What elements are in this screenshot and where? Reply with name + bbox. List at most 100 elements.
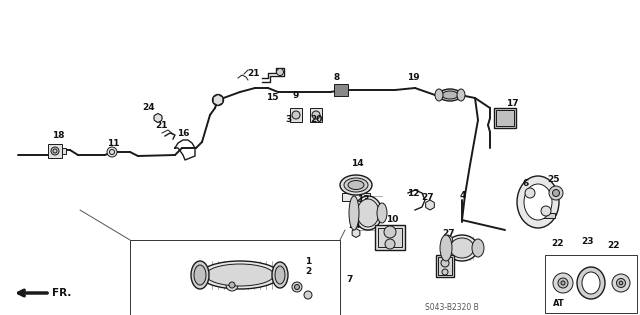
Text: 1: 1 [305, 257, 311, 266]
Circle shape [292, 282, 302, 292]
Polygon shape [213, 94, 223, 106]
Polygon shape [426, 200, 435, 210]
Text: 9: 9 [293, 90, 299, 100]
Bar [438, 257, 452, 275]
Text: 13: 13 [356, 196, 369, 204]
Circle shape [226, 279, 238, 291]
Text: S043-B2320 B: S043-B2320 B [425, 302, 479, 312]
Text: 22: 22 [608, 240, 620, 249]
Circle shape [549, 186, 563, 200]
Polygon shape [154, 113, 162, 123]
Circle shape [312, 111, 320, 119]
Ellipse shape [377, 203, 387, 223]
Bar [436, 255, 454, 277]
Circle shape [107, 147, 117, 157]
Ellipse shape [440, 235, 452, 261]
Text: 3: 3 [285, 116, 291, 124]
Ellipse shape [275, 266, 285, 284]
Text: 7: 7 [347, 276, 353, 284]
Circle shape [292, 111, 300, 119]
Bar [375, 225, 405, 250]
Circle shape [444, 236, 452, 244]
Bar [533, 213, 538, 218]
Bar [334, 84, 348, 96]
Text: 21: 21 [156, 121, 168, 129]
Ellipse shape [206, 264, 274, 286]
Text: 18: 18 [52, 131, 64, 140]
Ellipse shape [348, 180, 364, 190]
Ellipse shape [340, 175, 372, 195]
Circle shape [156, 116, 160, 120]
Ellipse shape [354, 196, 382, 230]
Circle shape [552, 190, 559, 197]
Ellipse shape [450, 238, 474, 258]
Text: 6: 6 [523, 179, 529, 187]
Text: FR.: FR. [52, 288, 72, 298]
Ellipse shape [344, 178, 368, 192]
Polygon shape [444, 235, 452, 245]
Text: 16: 16 [177, 129, 189, 138]
Ellipse shape [472, 239, 484, 257]
Text: 24: 24 [349, 220, 362, 230]
Bar [342, 193, 370, 201]
Text: 12: 12 [407, 188, 419, 198]
Circle shape [384, 226, 396, 238]
Circle shape [353, 230, 360, 237]
Circle shape [620, 281, 623, 285]
Ellipse shape [457, 89, 465, 101]
Circle shape [304, 291, 312, 299]
Text: 14: 14 [351, 158, 364, 168]
Bar [496, 110, 514, 126]
Text: 23: 23 [580, 237, 593, 245]
Ellipse shape [200, 261, 280, 289]
Text: 15: 15 [266, 93, 278, 101]
Text: 11: 11 [107, 139, 119, 147]
Text: 25: 25 [547, 175, 559, 185]
Ellipse shape [442, 91, 458, 99]
Circle shape [442, 269, 448, 275]
Bar [310, 108, 322, 122]
Text: 2: 2 [305, 266, 311, 276]
Circle shape [294, 284, 300, 289]
Circle shape [385, 239, 395, 249]
Ellipse shape [435, 89, 443, 101]
Text: 27: 27 [443, 230, 455, 238]
Ellipse shape [357, 199, 379, 227]
Circle shape [561, 281, 565, 285]
Text: 20: 20 [310, 116, 322, 124]
Bar [62, 148, 66, 154]
Circle shape [616, 278, 625, 288]
Ellipse shape [582, 272, 600, 294]
Ellipse shape [349, 196, 359, 230]
Circle shape [441, 259, 449, 267]
Ellipse shape [439, 89, 461, 101]
Text: 21: 21 [247, 68, 259, 77]
Circle shape [154, 114, 162, 122]
Bar [290, 108, 302, 122]
Ellipse shape [194, 265, 206, 285]
Circle shape [212, 94, 223, 106]
Text: 27: 27 [422, 193, 435, 203]
Text: AT: AT [553, 299, 565, 307]
Ellipse shape [517, 176, 559, 228]
Circle shape [426, 201, 434, 209]
Circle shape [276, 68, 284, 76]
Circle shape [553, 273, 573, 293]
Ellipse shape [272, 262, 288, 288]
Circle shape [612, 274, 630, 292]
Circle shape [229, 282, 235, 288]
Ellipse shape [577, 267, 605, 299]
Bar [130, 240, 340, 315]
Polygon shape [352, 228, 360, 238]
Bar [545, 255, 637, 313]
Circle shape [541, 206, 551, 216]
Ellipse shape [524, 184, 552, 220]
Bar [48, 144, 62, 158]
Circle shape [51, 147, 59, 155]
Text: 4: 4 [460, 192, 466, 201]
Circle shape [215, 97, 221, 103]
Bar [533, 213, 555, 218]
Ellipse shape [191, 261, 209, 289]
Text: 19: 19 [406, 73, 419, 83]
Circle shape [525, 188, 535, 198]
